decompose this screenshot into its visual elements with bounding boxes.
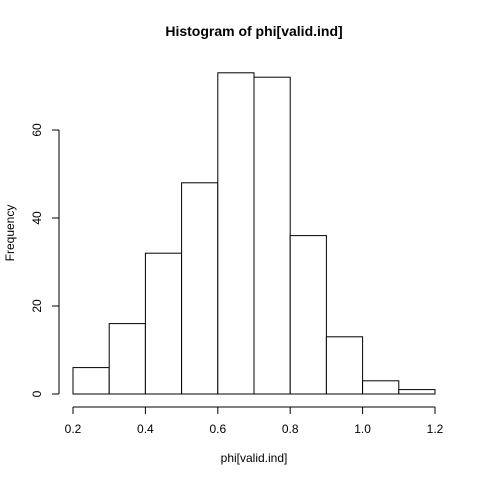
- y-tick-label: 20: [30, 299, 44, 313]
- x-tick-label: 0.4: [137, 422, 154, 436]
- y-tick-label: 0: [30, 390, 44, 397]
- chart-title: Histogram of phi[valid.ind]: [165, 23, 342, 39]
- histogram-bar: [362, 380, 400, 395]
- y-axis-ticks: 0 20 40 60: [30, 123, 59, 397]
- histogram-bar: [108, 323, 146, 395]
- x-tick-label: 0.6: [209, 422, 226, 436]
- histogram-bar: [217, 72, 255, 395]
- bars-group: [72, 72, 436, 395]
- y-tick-label: 40: [30, 211, 44, 225]
- histogram-bar: [289, 235, 327, 395]
- x-axis-ticks: 0.2 0.4 0.6 0.8 1.0 1.2: [65, 407, 444, 436]
- x-axis-label: phi[valid.ind]: [221, 451, 288, 465]
- x-tick-label: 1.2: [427, 422, 444, 436]
- y-axis-label: Frequency: [3, 205, 17, 262]
- histogram-bar: [144, 252, 183, 395]
- histogram-bar: [181, 182, 219, 395]
- x-tick-label: 0.2: [65, 422, 82, 436]
- histogram-bar: [325, 336, 364, 395]
- x-tick-label: 1.0: [354, 422, 371, 436]
- y-tick-label: 60: [30, 123, 44, 137]
- histogram-bar: [398, 389, 436, 395]
- histogram-bar: [72, 367, 110, 395]
- histogram-bar: [253, 76, 291, 395]
- x-tick-label: 0.8: [282, 422, 299, 436]
